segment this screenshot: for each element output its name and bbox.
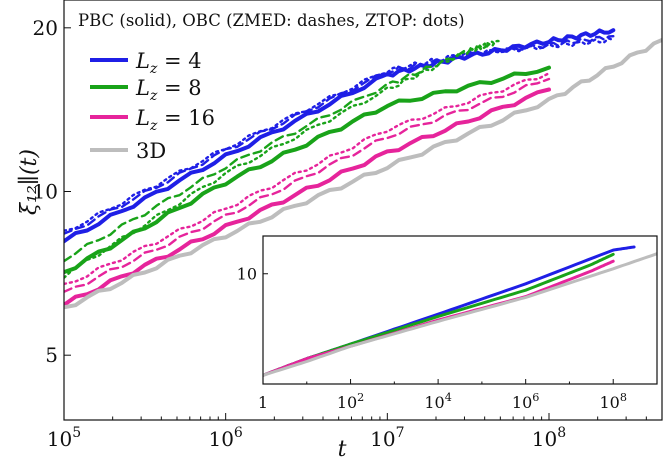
inset-x-tick-label: 102 [337,391,364,412]
main-x-tick-label: 108 [532,425,566,451]
main-series-l-z-16-solid [64,87,551,307]
inset-x-tick-label: 106 [512,391,539,412]
main-plot-frame [63,0,663,421]
x-axis-label: t [338,437,347,460]
legend-label-lz8: Lz = 8 [135,76,202,104]
inset-x-tick-label: 108 [599,391,626,412]
main-series-l-z-8-dotted [64,39,502,279]
main-x-tick-label: 105 [47,425,81,451]
main-plot-axes: 105 106 107 108 5 10 20 [33,16,663,451]
main-series-l-z-8-solid [64,65,551,275]
legend-label-3d: 3D [136,139,166,163]
legend-label-lz4: Lz = 4 [135,49,202,77]
inset-series-3d-solid [263,252,657,377]
inset-y-tick-label: 10 [237,264,257,283]
main-x-tick-label: 106 [208,425,242,451]
inset-plot-axes: 1 102 104 106 108 10 [237,264,627,412]
main-series-l-z-16-dashed [64,77,551,293]
main-series-3d-solid [64,37,662,310]
inset-x-tick-label: 1 [258,393,268,412]
main-series-l-z-16-dotted [64,72,551,286]
legend-entry-lz4: Lz = 4 [90,49,202,77]
y-axis-label: ξ₁₂∥(t) [17,149,42,215]
main-y-tick-label: 20 [33,16,58,40]
legend-entry-lz8: Lz = 8 [90,76,202,104]
main-x-tick-label: 107 [370,425,404,451]
inset-plot-series-group [263,245,657,377]
legend-entry-3d: 3D [90,139,166,163]
inset-plot-frame [262,235,658,385]
main-series-l-z-4-dotted [64,37,615,232]
annotation-text: PBC (solid), OBC (ZMED: dashes, ZTOP: do… [78,11,465,30]
main-y-tick-label: 10 [33,180,58,204]
inset-x-tick-label: 104 [424,391,451,412]
main-y-tick-label: 5 [45,343,58,367]
main-plot-series-group [64,28,662,310]
legend-entry-lz16: Lz = 16 [90,106,215,134]
legend: Lz = 4 Lz = 8 Lz = 16 3D [90,49,215,163]
legend-label-lz16: Lz = 16 [135,106,215,134]
